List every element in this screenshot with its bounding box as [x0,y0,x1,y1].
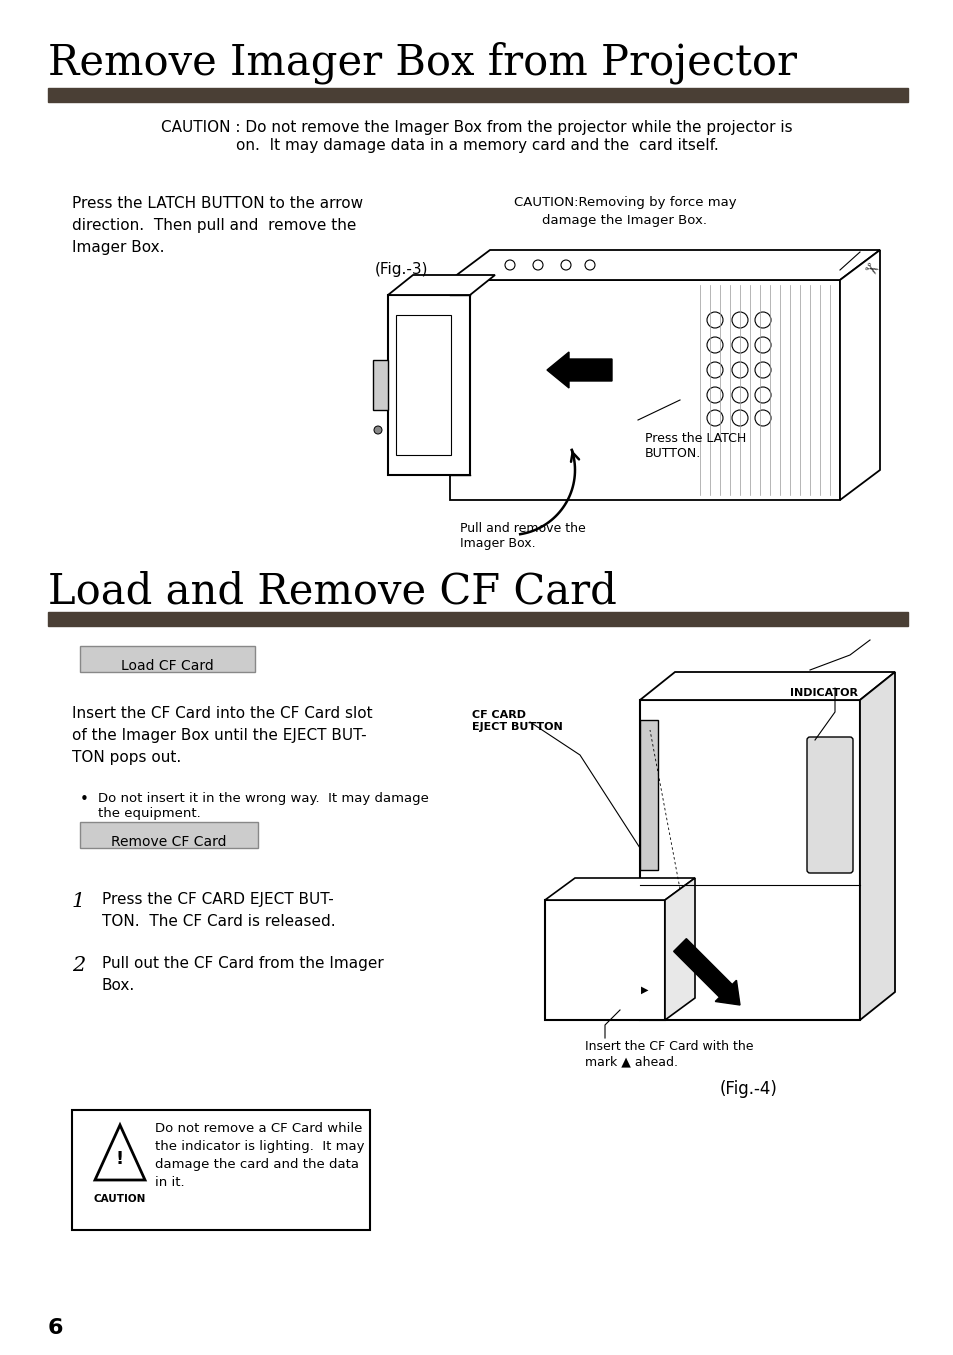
Polygon shape [664,878,695,1020]
Polygon shape [388,295,470,476]
Text: (Fig.-3): (Fig.-3) [375,262,428,276]
Circle shape [706,388,722,402]
Text: 6: 6 [48,1318,64,1337]
Polygon shape [840,251,879,500]
Circle shape [504,260,515,270]
Polygon shape [544,900,664,1020]
Circle shape [731,411,747,425]
Text: Insert the CF Card into the CF Card slot
of the Imager Box until the EJECT BUT-
: Insert the CF Card into the CF Card slot… [71,706,373,766]
Text: (Fig.-4): (Fig.-4) [720,1080,777,1098]
Text: 1: 1 [71,892,85,911]
Circle shape [731,362,747,378]
Circle shape [533,260,542,270]
Circle shape [706,411,722,425]
Bar [395,314,451,455]
Polygon shape [639,701,859,1020]
Circle shape [374,425,381,434]
Text: Pull out the CF Card from the Imager
Box.: Pull out the CF Card from the Imager Box… [102,957,383,993]
Text: 2: 2 [71,957,85,976]
Circle shape [584,260,595,270]
Text: Press the LATCH BUTTON to the arrow
direction.  Then pull and  remove the
Imager: Press the LATCH BUTTON to the arrow dire… [71,196,363,255]
Polygon shape [859,672,894,1020]
Text: on.  It may damage data in a memory card and the  card itself.: on. It may damage data in a memory card … [235,138,718,153]
Polygon shape [639,672,894,701]
Bar [373,360,388,411]
Text: •: • [80,793,89,808]
Polygon shape [450,280,840,500]
Bar [80,646,254,672]
Text: Load CF Card: Load CF Card [120,659,213,673]
Circle shape [754,388,770,402]
Polygon shape [450,251,879,280]
Text: INDICATOR: INDICATOR [789,688,857,698]
FancyBboxPatch shape [806,737,852,873]
Circle shape [731,337,747,354]
Text: ▶: ▶ [640,985,648,995]
Bar [80,822,257,848]
Circle shape [754,337,770,354]
Circle shape [706,337,722,354]
Polygon shape [95,1125,145,1180]
Circle shape [754,362,770,378]
Circle shape [731,312,747,328]
Text: CAUTION : Do not remove the Imager Box from the projector while the projector is: CAUTION : Do not remove the Imager Box f… [161,121,792,136]
FancyArrow shape [673,939,740,1005]
FancyArrow shape [546,352,612,388]
Text: Do not insert it in the wrong way.  It may damage
the equipment.: Do not insert it in the wrong way. It ma… [98,793,429,820]
Polygon shape [388,275,495,295]
Bar [71,1110,370,1230]
Bar [48,612,907,626]
Text: Remove Imager Box from Projector: Remove Imager Box from Projector [48,42,796,84]
Circle shape [659,925,669,935]
Text: ✂: ✂ [859,257,880,280]
Text: Pull and remove the
Imager Box.: Pull and remove the Imager Box. [459,522,585,550]
Polygon shape [544,878,695,900]
Circle shape [706,362,722,378]
Circle shape [731,388,747,402]
Text: Do not remove a CF Card while
the indicator is lighting.  It may
damage the card: Do not remove a CF Card while the indica… [154,1122,364,1188]
Text: Load and Remove CF Card: Load and Remove CF Card [48,570,617,612]
Text: Remove CF Card: Remove CF Card [112,835,227,850]
Bar [48,88,907,102]
Text: CF CARD
EJECT BUTTON: CF CARD EJECT BUTTON [472,710,562,732]
Circle shape [560,260,571,270]
Circle shape [754,312,770,328]
Text: damage the Imager Box.: damage the Imager Box. [542,214,707,228]
Bar [639,720,658,870]
Text: CAUTION: CAUTION [93,1194,146,1205]
Circle shape [706,312,722,328]
Text: !: ! [116,1150,124,1168]
Text: Press the LATCH
BUTTON.: Press the LATCH BUTTON. [644,432,745,459]
Bar [644,878,659,896]
Circle shape [754,411,770,425]
Text: Insert the CF Card with the
mark ▲ ahead.: Insert the CF Card with the mark ▲ ahead… [584,1041,753,1068]
Text: Press the CF CARD EJECT BUT-
TON.  The CF Card is released.: Press the CF CARD EJECT BUT- TON. The CF… [102,892,335,930]
Text: CAUTION:Removing by force may: CAUTION:Removing by force may [513,196,736,209]
